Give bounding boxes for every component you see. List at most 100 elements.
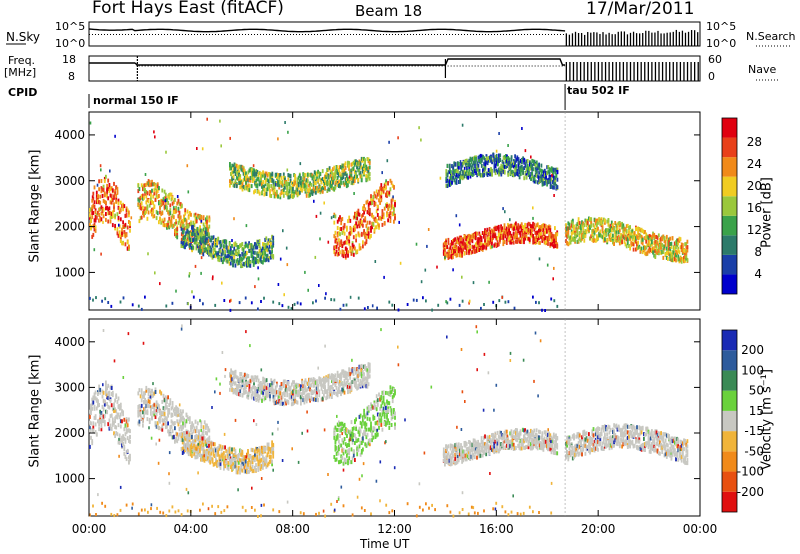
echo-cell [192,225,194,229]
echo-cell [309,172,311,177]
echo-cell [182,449,185,454]
echo-cell [152,182,155,187]
echo-cell [645,252,648,257]
echo-cell [367,166,370,171]
echo-cell [522,167,524,172]
echo-cell [466,158,468,163]
echo-cell [640,246,643,251]
echo-cell [182,409,184,414]
echo-cell [208,232,210,237]
echo-cell [172,408,175,413]
echo-cell [122,434,124,439]
echo-cell [620,233,622,237]
echo-cell [207,239,210,243]
echo-cell [118,210,121,214]
echo-cell [530,164,532,168]
echo-cell [206,215,208,220]
echo-cell [179,215,182,220]
echo-cell [364,241,367,246]
echo-cell [163,196,166,201]
echo-cell [169,398,172,403]
echo-cell [233,246,236,251]
echo-cell [454,169,457,174]
echo-cell [124,432,127,437]
echo-cell [554,181,557,186]
echo-cell [180,240,183,245]
nsky-label: N.Sky [6,30,41,44]
echo-cell [589,225,591,230]
echo-cell [243,176,246,181]
echo-cell [192,229,194,234]
echo-cell [225,245,228,250]
echo-cell [164,223,167,228]
echo-cell [359,222,362,227]
echo-cell [336,175,339,180]
echo-cell [175,412,177,417]
echo-cell [501,295,503,299]
echo-cell [317,169,319,174]
echo-cell [234,249,237,254]
echo-cell [171,401,174,405]
echo-cell [177,199,180,204]
echo-cell [268,184,270,189]
echo-cell [489,169,491,174]
echo-cell [505,164,507,169]
echo-cell [644,236,646,241]
echo-cell [648,245,651,250]
echo-cell [92,425,95,430]
echo-cell [538,232,540,237]
echo-cell [122,296,125,300]
echo-cell [145,388,148,393]
echo-cell [177,206,180,211]
echo-cell [555,243,557,248]
echo-cell [344,180,347,185]
echo-cell [241,242,244,246]
echo-cell [343,182,346,187]
echo-cell [95,197,98,202]
echo-cell [193,426,196,431]
echo-cell [89,414,91,419]
echo-cell [352,176,355,181]
echo-cell [129,439,131,444]
echo-cell [357,160,360,165]
echo-cell [464,236,467,241]
echo-cell [155,412,158,416]
echo-cell [500,168,503,173]
echo-cell [522,170,524,175]
echo-cell [282,172,285,177]
echo-cell [394,203,396,208]
echo-cell [597,226,599,231]
echo-cell [286,186,289,191]
echo-cell [218,256,221,260]
echo-cell [641,250,644,255]
echo-cell [138,419,141,424]
echo-cell [103,402,106,407]
echo-cell [665,250,668,255]
echo-cell [571,230,574,235]
echo-cell [175,209,177,214]
echo-cell [469,171,472,176]
echo-cell [257,189,260,194]
echo-cell [147,404,150,409]
echo-cell [258,170,261,175]
echo-cell [498,168,500,173]
echo-cell [371,304,374,308]
echo-cell [251,254,254,259]
echo-cell [195,231,198,236]
echo-cell [185,437,187,442]
echo-cell [525,175,528,180]
echo-cell [556,185,559,190]
echo-cell [454,249,457,253]
echo-cell [504,230,507,234]
echo-cell [170,419,173,424]
echo-cell [125,419,128,424]
echo-cell [187,434,190,439]
echo-cell [509,223,512,228]
echo-cell [459,175,461,180]
echo-cell [554,234,556,239]
echo-cell [102,414,105,419]
echo-cell [185,231,187,236]
echo-cell [229,183,231,188]
echo-cell [458,249,461,254]
echo-cell [297,191,300,196]
